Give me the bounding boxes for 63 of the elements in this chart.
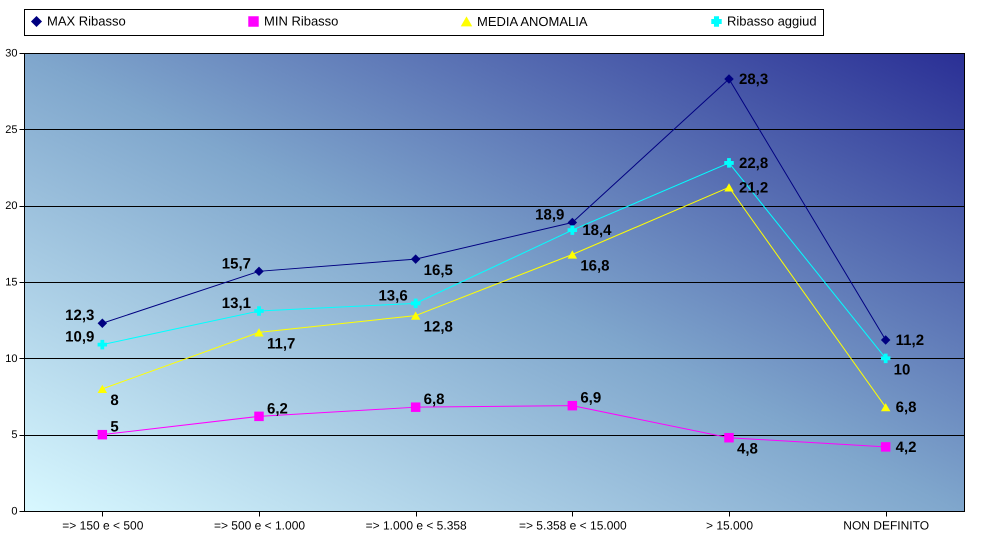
- point: [568, 250, 578, 259]
- data-label: 6,8: [424, 391, 445, 408]
- data-label: 22,8: [739, 154, 768, 172]
- data-label: 13,1: [222, 295, 251, 312]
- data-label: 15,7: [222, 255, 251, 272]
- point: [880, 335, 890, 345]
- point: [880, 442, 890, 452]
- point: [410, 254, 420, 264]
- data-label: 6,2: [267, 400, 288, 418]
- data-label: 12,3: [65, 307, 94, 324]
- legend-label: MIN Ribasso: [264, 14, 338, 29]
- y-tick-label: 15: [5, 276, 18, 288]
- data-label: 11,7: [267, 335, 296, 352]
- x-tick-label: > 15.000: [706, 518, 754, 532]
- point: [410, 298, 420, 308]
- data-label: 11,2: [896, 332, 924, 350]
- point: [98, 430, 108, 440]
- x-tick-label: => 1.000 e < 5.358: [366, 518, 468, 532]
- data-label: 18,4: [582, 222, 612, 240]
- point: [410, 311, 420, 320]
- data-label: 16,5: [424, 262, 453, 280]
- point: [724, 183, 734, 192]
- data-label: 6,8: [896, 399, 917, 416]
- point: [254, 266, 264, 276]
- point: [254, 328, 264, 336]
- point: [724, 158, 734, 168]
- x-tick-label: NON DEFINITO: [843, 518, 930, 532]
- point: [98, 340, 108, 350]
- legend-label: MAX Ribasso: [47, 14, 126, 29]
- data-label: 28,3: [739, 70, 768, 88]
- point: [724, 432, 734, 442]
- x-tick-label: => 150 e < 500: [62, 518, 144, 532]
- data-label: 16,8: [580, 258, 610, 275]
- data-label: 6,9: [580, 390, 602, 407]
- point: [880, 354, 890, 364]
- data-label: 18,9: [535, 206, 564, 224]
- point: [568, 400, 578, 410]
- data-label: 5: [110, 418, 119, 436]
- x-tick-label: => 500 e < 1.000: [214, 518, 306, 532]
- y-tick-label: 0: [11, 506, 18, 518]
- data-label: 4,2: [896, 438, 917, 456]
- y-tick-label: 30: [5, 48, 18, 60]
- point: [98, 318, 108, 328]
- point: [410, 402, 420, 412]
- x-tick-label: => 5.358 e < 15.000: [518, 518, 628, 532]
- data-label: 8: [110, 392, 119, 409]
- data-label: 12,8: [424, 318, 453, 336]
- legend-label: MEDIA ANOMALIA: [477, 14, 588, 29]
- y-tick-label: 20: [5, 200, 18, 212]
- data-label: 4,8: [737, 440, 758, 458]
- point: [880, 403, 890, 412]
- point: [724, 74, 734, 84]
- y-tick-label: 25: [5, 124, 18, 136]
- point: [254, 412, 264, 422]
- legend-label: Ribasso aggiud: [727, 14, 817, 29]
- y-tick-label: 10: [5, 352, 18, 365]
- point: [98, 384, 108, 393]
- point: [568, 225, 578, 235]
- point: [254, 306, 264, 316]
- data-label: 10: [894, 361, 910, 378]
- data-label: 13,6: [378, 287, 408, 304]
- y-tick-label: 5: [11, 429, 18, 442]
- data-label: 10,9: [65, 328, 94, 346]
